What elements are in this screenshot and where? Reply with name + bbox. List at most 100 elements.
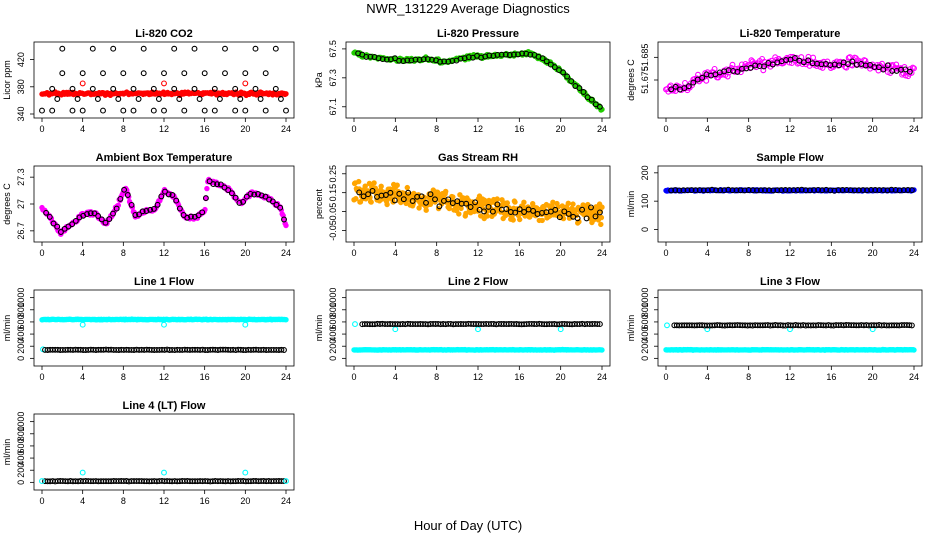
chart-li-820-temperature-point (836, 62, 843, 69)
chart-line-1-flow-y-tick-label: 0 (16, 356, 26, 361)
chart-line-2-flow-x-tick-label: 0 (351, 372, 356, 382)
chart-ambient-box-temperature-point (251, 191, 258, 198)
chart-ambient-box-temperature-point (143, 208, 150, 214)
chart-ambient-box-temperature-point (57, 229, 64, 235)
chart-sample-flow-series-cal (668, 186, 915, 194)
chart-sample-flow-y-label: ml/min (626, 191, 636, 218)
chart-sample-flow-x-tick-label: 24 (909, 248, 919, 258)
chart-line-4-lt-flow-y-tick-label: 800 (16, 426, 26, 441)
chart-line-1-flow-y-tick-label: 600 (16, 314, 26, 329)
chart-ambient-box-temperature-point (283, 222, 289, 229)
chart-ambient-box-temperature-point (243, 193, 250, 200)
figure-title: NWR_131229 Average Diagnostics (366, 1, 570, 16)
chart-li-820-temperature-x-tick-label: 4 (705, 124, 710, 134)
chart-li-820-temperature-point (734, 68, 741, 75)
chart-gas-stream-rh-point (503, 206, 510, 212)
chart-sample-flow-point (896, 187, 903, 194)
chart-ambient-box-temperature-point (43, 209, 50, 216)
chart-sample-flow-point (709, 186, 715, 193)
chart-sample-flow-point (884, 187, 891, 194)
chart-ambient-box-temperature-point (180, 212, 187, 218)
chart-ambient-box-temperature-point (269, 198, 276, 205)
chart-li-820-pressure-point (396, 57, 403, 64)
chart-gas-stream-rh-series-raw (351, 178, 605, 228)
chart-sample-flow-point (876, 187, 883, 194)
chart-ambient-box-temperature-point (225, 187, 232, 194)
chart-ambient-box-temperature-point (247, 190, 254, 197)
chart-li-820-temperature-x-tick-label: 24 (909, 124, 919, 134)
chart-ambient-box-temperature-point (184, 214, 191, 221)
chart-line-2-flow-x-tick-label: 20 (556, 372, 566, 382)
chart-gas-stream-rh-point (396, 190, 403, 197)
chart-li-820-pressure-point (576, 85, 583, 92)
chart-line-4-lt-flow: Line 4 (LT) Flow ml/min 0 4 8 12 16 20 24 0 200400… (2, 400, 295, 506)
chart-sample-flow-point (831, 187, 838, 194)
chart-li-820-co2-point (257, 96, 264, 102)
chart-ambient-box-temperature-point (84, 211, 90, 218)
chart-ambient-box-temperature-point (102, 219, 109, 226)
chart-sample-flow-point (900, 187, 907, 194)
chart-gas-stream-rh-point (365, 191, 372, 198)
chart-li-820-temperature-point (685, 83, 692, 90)
chart-gas-stream-rh-point (391, 197, 398, 204)
chart-sample-flow-point (790, 187, 797, 194)
chart-line-3-flow-y-tick-label: 0 (640, 356, 650, 361)
chart-li-820-pressure-point (515, 51, 521, 58)
chart-ambient-box-temperature-x-tick-label: 16 (200, 248, 210, 258)
chart-line-4-lt-flow-y-tick-label: 400 (16, 451, 26, 466)
chart-li-820-pressure-point (416, 56, 423, 63)
chart-li-820-temperature-point (729, 61, 736, 68)
chart-ambient-box-temperature-point (147, 206, 154, 213)
chart-li-820-co2-point (140, 70, 147, 77)
chart-sample-flow-point (880, 187, 887, 194)
chart-line-2-flow-point (596, 321, 603, 328)
chart-li-820-temperature-point (906, 68, 913, 75)
chart-li-820-co2-frame (33, 41, 295, 119)
chart-sample-flow-point (696, 187, 703, 194)
chart-li-820-temperature-point (769, 61, 776, 68)
chart-li-820-co2-point (120, 70, 127, 77)
chart-sample-flow-point (888, 186, 895, 193)
chart-li-820-co2-point (100, 107, 106, 114)
chart-li-820-co2-y-label: Licor ppm (2, 60, 12, 100)
chart-line-3-flow-y-label: ml/min (626, 315, 636, 342)
chart-li-820-pressure-point (449, 57, 456, 64)
chart-li-820-temperature-point (875, 64, 882, 71)
chart-line-1-flow-y-tick-label: 200 (16, 339, 26, 354)
chart-ambient-box-temperature-point (150, 205, 157, 212)
chart-gas-stream-rh-point (552, 206, 559, 213)
chart-ambient-box-temperature-point (204, 185, 210, 192)
chart-li-820-temperature-point (845, 61, 851, 68)
chart-li-820-co2-x-tick-label: 8 (121, 124, 126, 134)
chart-li-820-pressure-point (592, 101, 599, 108)
chart-gas-stream-rh-point (521, 199, 527, 206)
chart-li-820-temperature-x-tick-label: 20 (868, 124, 878, 134)
chart-li-820-temperature-point (791, 55, 798, 61)
chart-line-3-flow-y-tick-label: 1000 (640, 288, 650, 308)
chart-li-820-pressure-point (543, 58, 550, 65)
chart-line-3-flow-y-tick-label: 600 (640, 314, 650, 329)
chart-li-820-co2-point (120, 107, 127, 114)
chart-line-1-flow-frame (33, 289, 295, 367)
chart-li-820-pressure-point (506, 52, 513, 58)
chart-li-820-pressure-point (560, 69, 567, 76)
chart-gas-stream-rh-point (371, 180, 377, 186)
chart-li-820-co2-point (216, 96, 223, 102)
chart-li-820-pressure-point (367, 53, 374, 60)
chart-ambient-box-temperature-point (255, 191, 261, 197)
chart-gas-stream-rh-point (369, 187, 376, 194)
chart-li-820-co2-point (110, 45, 117, 52)
chart-sample-flow-title: Sample Flow (756, 152, 824, 164)
chart-gas-stream-rh-point (570, 201, 576, 207)
chart-gas-stream-rh-point (565, 210, 572, 217)
chart-line-2-flow-x-tick-label: 24 (597, 372, 607, 382)
chart-li-820-co2-x-tick-label: 20 (240, 124, 250, 134)
chart-li-820-co2-series-raw (39, 89, 289, 99)
chart-li-820-temperature-point (805, 57, 812, 64)
chart-ambient-box-temperature-point (154, 201, 161, 208)
chart-line-1-flow-point (79, 321, 86, 328)
chart-ambient-box-temperature-point (117, 195, 124, 202)
chart-li-820-pressure-point (527, 51, 534, 58)
chart-ambient-box-temperature-point (98, 216, 105, 223)
chart-li-820-co2-point (222, 45, 228, 52)
